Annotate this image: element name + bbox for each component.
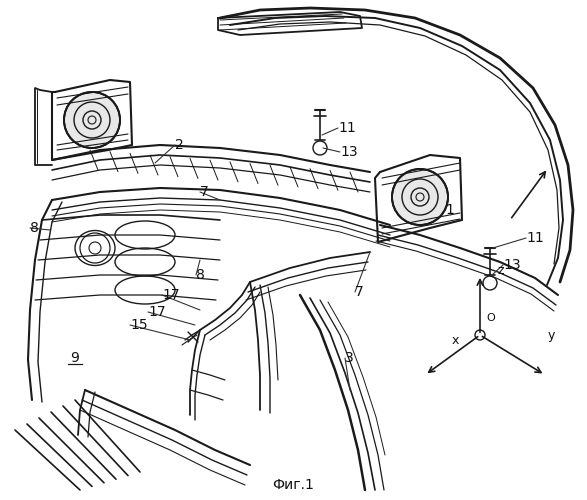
Text: z: z bbox=[497, 264, 504, 276]
Text: 17: 17 bbox=[148, 305, 166, 319]
Text: 7: 7 bbox=[200, 185, 209, 199]
Text: 9: 9 bbox=[70, 351, 79, 365]
Text: 17: 17 bbox=[162, 288, 180, 302]
Text: 7: 7 bbox=[355, 285, 364, 299]
Text: 15: 15 bbox=[130, 318, 147, 332]
Text: Фиг.1: Фиг.1 bbox=[272, 478, 315, 492]
Text: 1: 1 bbox=[445, 203, 454, 217]
Circle shape bbox=[392, 169, 448, 225]
Text: 2: 2 bbox=[175, 138, 184, 152]
Text: 3: 3 bbox=[345, 351, 354, 365]
Text: 8: 8 bbox=[196, 268, 205, 282]
Circle shape bbox=[64, 92, 120, 148]
Text: 13: 13 bbox=[340, 145, 357, 159]
Text: 11: 11 bbox=[338, 121, 356, 135]
Text: O: O bbox=[486, 313, 495, 323]
Text: 13: 13 bbox=[503, 258, 521, 272]
Text: y: y bbox=[548, 328, 555, 342]
Text: x: x bbox=[452, 334, 460, 346]
Text: 11: 11 bbox=[526, 231, 544, 245]
Text: 8: 8 bbox=[30, 221, 39, 235]
Circle shape bbox=[475, 330, 485, 340]
